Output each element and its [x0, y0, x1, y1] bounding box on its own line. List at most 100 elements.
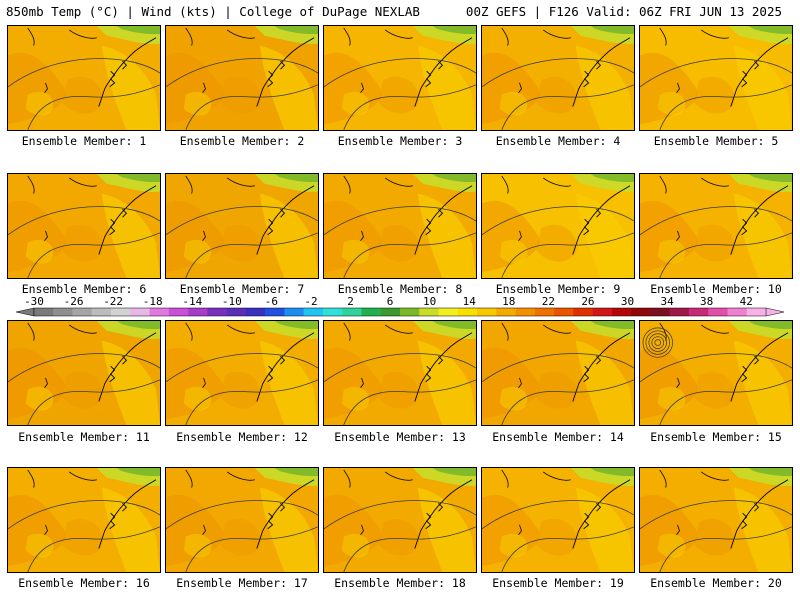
color-scale-tick-label: 30 — [621, 295, 634, 308]
ensemble-member-map — [165, 467, 319, 573]
ensemble-member-label: Ensemble Member: 1 — [21, 134, 147, 148]
color-scale-swatch — [534, 308, 555, 316]
header-title-left: 850mb Temp (°C) | Wind (kts) | College o… — [6, 4, 420, 19]
color-scale-swatch — [226, 308, 247, 316]
color-scale-swatch — [650, 308, 670, 316]
ensemble-member-map — [639, 320, 793, 426]
color-scale-tick-label: 42 — [740, 295, 753, 308]
ensemble-member-map — [323, 25, 477, 131]
ensemble-member-label: Ensemble Member: 18 — [334, 576, 466, 590]
ensemble-member-map — [323, 173, 477, 279]
color-scale-swatch — [149, 308, 170, 316]
color-scale-swatch — [72, 308, 93, 316]
ensemble-member-label: Ensemble Member: 3 — [337, 134, 463, 148]
ensemble-member-label: Ensemble Member: 11 — [18, 430, 150, 444]
color-scale-tick-label: 2 — [347, 295, 354, 308]
color-scale-swatch — [573, 308, 593, 316]
color-scale-swatch — [496, 308, 516, 316]
color-scale-tick-label: -6 — [265, 295, 278, 308]
ensemble-member-label: Ensemble Member: 14 — [492, 430, 624, 444]
ensemble-member-map — [639, 173, 793, 279]
ensemble-member-map — [481, 173, 635, 279]
color-scale-swatch — [303, 308, 324, 316]
ensemble-member-map — [165, 25, 319, 131]
header-title-right: 00Z GEFS | F126 Valid: 06Z FRI JUN 13 20… — [465, 4, 782, 19]
ensemble-member-map — [7, 173, 161, 279]
color-scale-swatch — [284, 308, 304, 316]
color-scale-swatch — [207, 308, 227, 316]
color-scale-swatch — [400, 308, 420, 316]
color-scale-swatch — [746, 308, 767, 316]
color-scale-swatch — [168, 308, 189, 316]
color-scale-swatch — [669, 308, 690, 316]
color-scale-swatch — [53, 308, 73, 316]
ensemble-member-map — [165, 320, 319, 426]
color-scale-tick-label: 18 — [502, 295, 515, 308]
color-scale-swatch — [438, 308, 459, 316]
ensemble-member-label: Ensemble Member: 8 — [337, 282, 463, 296]
ensemble-member-map — [639, 467, 793, 573]
ensemble-member-label: Ensemble Member: 9 — [495, 282, 621, 296]
color-scale-tick-label: 6 — [387, 295, 394, 308]
color-scale-swatch — [265, 308, 285, 316]
color-scale-swatch — [111, 308, 131, 316]
color-scale-swatch — [34, 308, 54, 316]
color-scale-swatch — [419, 308, 439, 316]
ensemble-member-label: Ensemble Member: 5 — [653, 134, 779, 148]
color-scale-tick-label: 34 — [660, 295, 674, 308]
ensemble-member-map — [323, 320, 477, 426]
ensemble-member-map — [7, 320, 161, 426]
ensemble-member-label: Ensemble Member: 13 — [334, 430, 466, 444]
color-scale-tick-label: 10 — [423, 295, 436, 308]
color-scale-swatch — [457, 308, 478, 316]
color-scale-swatch — [554, 308, 574, 316]
color-scale-swatch — [592, 308, 613, 316]
color-scale-swatch — [245, 308, 266, 316]
ensemble-member-map — [7, 467, 161, 573]
color-scale-swatch — [631, 308, 651, 316]
color-scale-tick-label: -22 — [103, 295, 123, 308]
color-scale-swatch — [515, 308, 536, 316]
ensemble-member-label: Ensemble Member: 6 — [21, 282, 147, 296]
color-scale-swatch — [188, 308, 208, 316]
color-scale-tick-label: 22 — [542, 295, 555, 308]
ensemble-member-map — [481, 25, 635, 131]
color-scale-swatch — [342, 308, 362, 316]
color-scale-swatch — [91, 308, 112, 316]
color-scale-tick-label: -10 — [222, 295, 242, 308]
ensemble-member-label: Ensemble Member: 4 — [495, 134, 621, 148]
color-scale-swatch — [477, 308, 497, 316]
color-scale-swatch — [380, 308, 401, 316]
ensemble-member-map — [481, 467, 635, 573]
color-scale-tick-label: -14 — [182, 295, 202, 308]
ensemble-member-map — [481, 320, 635, 426]
color-scale-swatch — [322, 308, 343, 316]
color-scale-swatch — [708, 308, 728, 316]
color-scale-tick-label: -18 — [143, 295, 163, 308]
color-scale-tick-label: -30 — [24, 295, 44, 308]
ensemble-member-label: Ensemble Member: 10 — [650, 282, 782, 296]
color-scale-swatch — [361, 308, 382, 316]
ensemble-member-label: Ensemble Member: 19 — [492, 576, 624, 590]
color-scale-swatch — [130, 308, 150, 316]
color-scale-swatch — [611, 308, 632, 316]
ensemble-member-label: Ensemble Member: 2 — [179, 134, 305, 148]
color-scale-tick-label: 14 — [463, 295, 477, 308]
ensemble-member-map — [165, 173, 319, 279]
color-scale-swatch — [688, 308, 709, 316]
ensemble-member-label: Ensemble Member: 7 — [179, 282, 305, 296]
color-scale-tick-label: 38 — [700, 295, 713, 308]
color-scale-bar: -30 -26 -22 -18 -14 -10 -6 -2 2 6 10 14 18 22 26 30 34 38… — [15, 295, 785, 317]
ensemble-member-label: Ensemble Member: 20 — [650, 576, 782, 590]
ensemble-member-map — [323, 467, 477, 573]
color-scale-tick-label: -2 — [304, 295, 317, 308]
ensemble-member-map — [7, 25, 161, 131]
color-scale-tick-label: -26 — [64, 295, 84, 308]
ensemble-member-label: Ensemble Member: 17 — [176, 576, 308, 590]
ensemble-member-label: Ensemble Member: 15 — [650, 430, 782, 444]
color-scale-tick-label: 26 — [581, 295, 594, 308]
ensemble-member-map — [639, 25, 793, 131]
ensemble-member-label: Ensemble Member: 16 — [18, 576, 150, 590]
color-scale-swatch — [727, 308, 748, 316]
ensemble-member-label: Ensemble Member: 12 — [176, 430, 308, 444]
